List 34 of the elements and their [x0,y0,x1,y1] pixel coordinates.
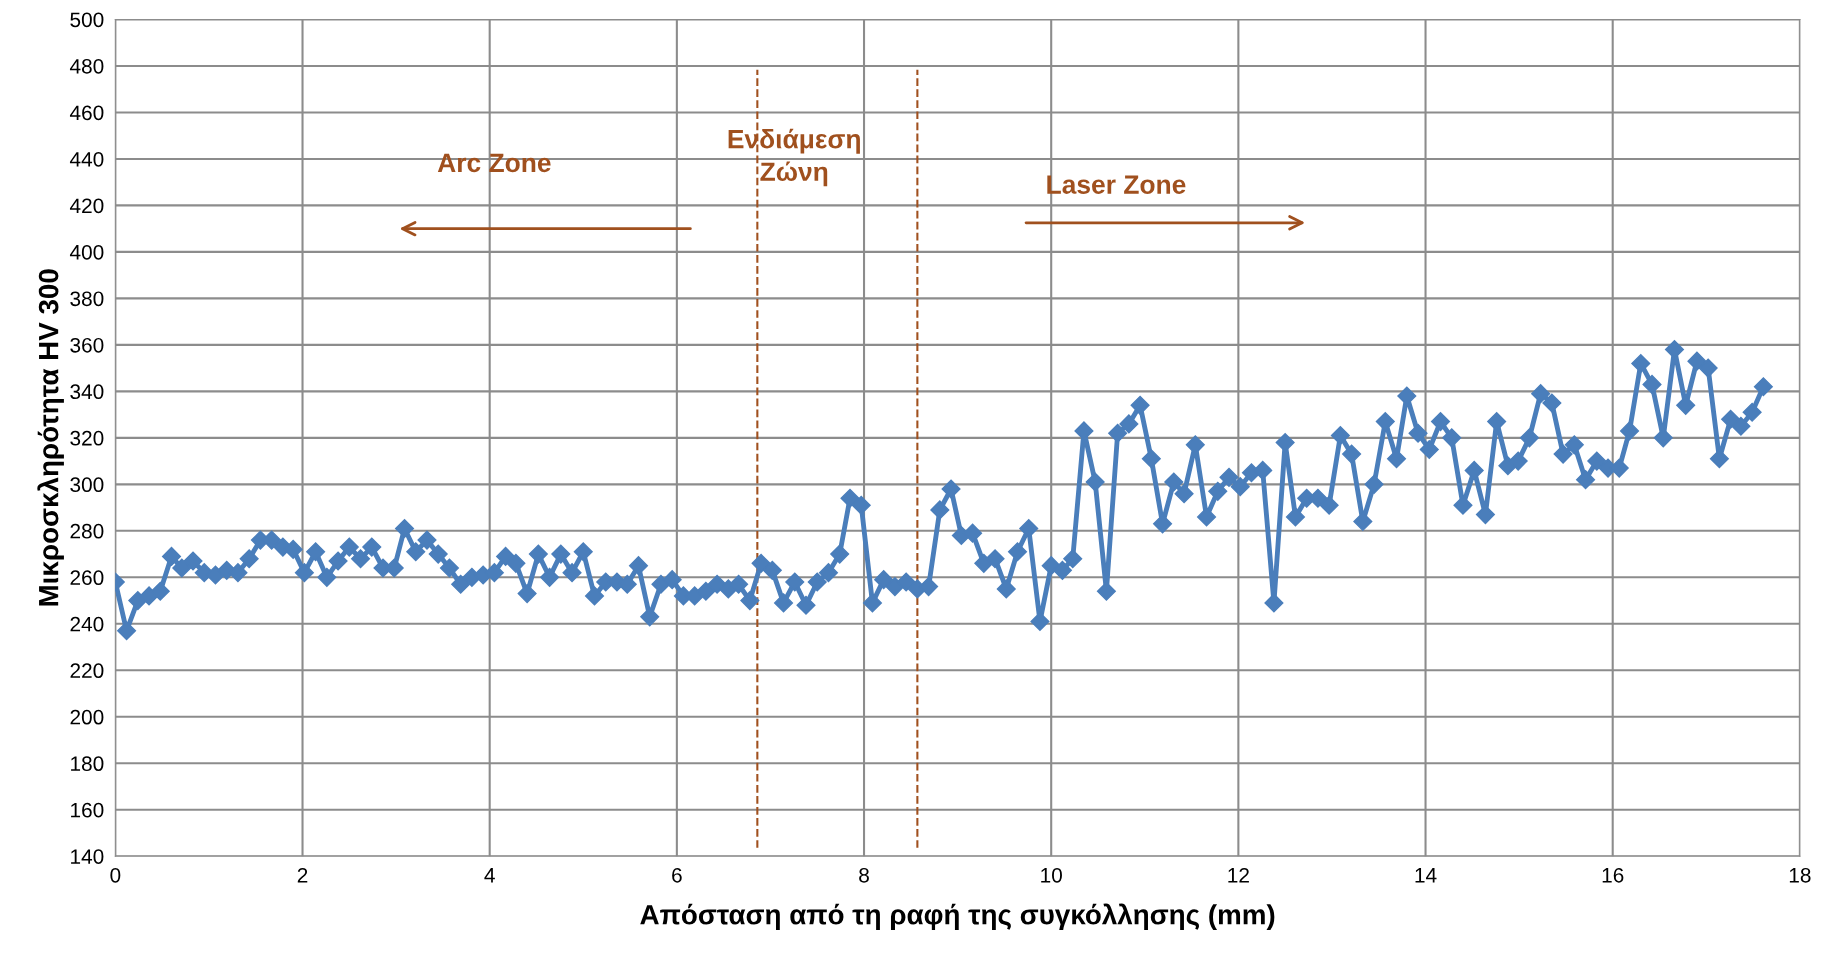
x-tick-label: 0 [110,867,121,883]
y-tick-label: 460 [69,105,104,121]
annotation: Arc Zone [437,153,551,173]
x-tick-label: 10 [1041,867,1062,883]
y-tick-label: 180 [71,756,104,772]
x-tick-label: 18 [1789,867,1811,883]
x-tick-label: 6 [672,867,682,883]
x-tick-label: 8 [859,867,869,883]
x-tick-label: 16 [1602,867,1624,883]
y-tick-label: 280 [70,523,104,539]
y-axis-title: Μικροσκληρότητα HV 300 [37,269,64,606]
y-tick-label: 200 [70,709,104,725]
y-tick-label: 360 [70,337,104,353]
x-tick-label: 14 [1415,868,1437,883]
y-tick-label: 340 [70,384,104,400]
y-tick-label: 440 [69,151,104,167]
y-tick-label: 420 [69,198,104,214]
x-tick-label: 4 [484,868,495,883]
y-tick-label: 400 [69,244,104,260]
y-tick-label: 320 [70,430,104,446]
y-tick-label: 380 [70,291,104,307]
y-tick-label: 240 [70,616,104,632]
y-tick-label: 220 [70,663,104,679]
y-tick-label: 500 [70,12,104,28]
y-tick-label: 160 [71,802,104,818]
x-tick-label: 12 [1228,867,1249,883]
y-tick-label: 140 [71,849,104,864]
annotation: Laser Zone [1047,175,1186,194]
x-axis-title: Απόσταση από τη ραφή της συγκόλλησης (mm) [640,903,1275,931]
annotation: Ενδιάμεση Ζώνη [728,128,860,187]
x-tick-label: 2 [297,867,308,883]
y-tick-label: 480 [69,58,104,74]
y-tick-label: 300 [70,477,104,493]
y-tick-label: 260 [70,570,104,586]
